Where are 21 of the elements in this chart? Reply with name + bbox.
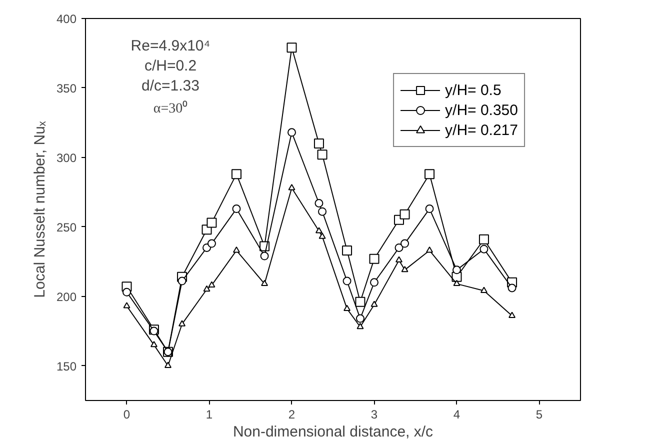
annotation: d/c=1.33 <box>142 78 200 94</box>
x-tick-label: 0 <box>123 408 130 422</box>
x-tick-label: 1 <box>206 408 213 422</box>
y-tick-label: 300 <box>56 150 77 165</box>
annotation: c/H=0.2 <box>144 58 197 74</box>
y-tick-label: 400 <box>56 12 77 26</box>
x-tick-label: 3 <box>370 408 378 422</box>
x-tick-label: 5 <box>536 408 543 422</box>
y-tick-label: 250 <box>56 220 77 234</box>
x-tick-label: 2 <box>288 408 296 422</box>
legend-label: y/H= 0.217 <box>445 121 518 139</box>
annotation: α=30⁰ <box>153 100 188 116</box>
y-axis-title: Local Nusselt number, Nuₓ <box>31 121 48 298</box>
y-tick-label: 350 <box>56 81 77 96</box>
annotation: Re=4.9x10⁴ <box>130 38 210 54</box>
legend-label: y/H= 0.350 <box>445 101 518 119</box>
y-tick-label: 150 <box>56 359 77 374</box>
legend-label: y/H= 0.5 <box>445 81 502 99</box>
x-axis-title: Non-dimensional distance, x/c <box>232 424 434 440</box>
y-tick-label: 200 <box>56 290 77 304</box>
x-tick-label: 4 <box>453 408 460 422</box>
